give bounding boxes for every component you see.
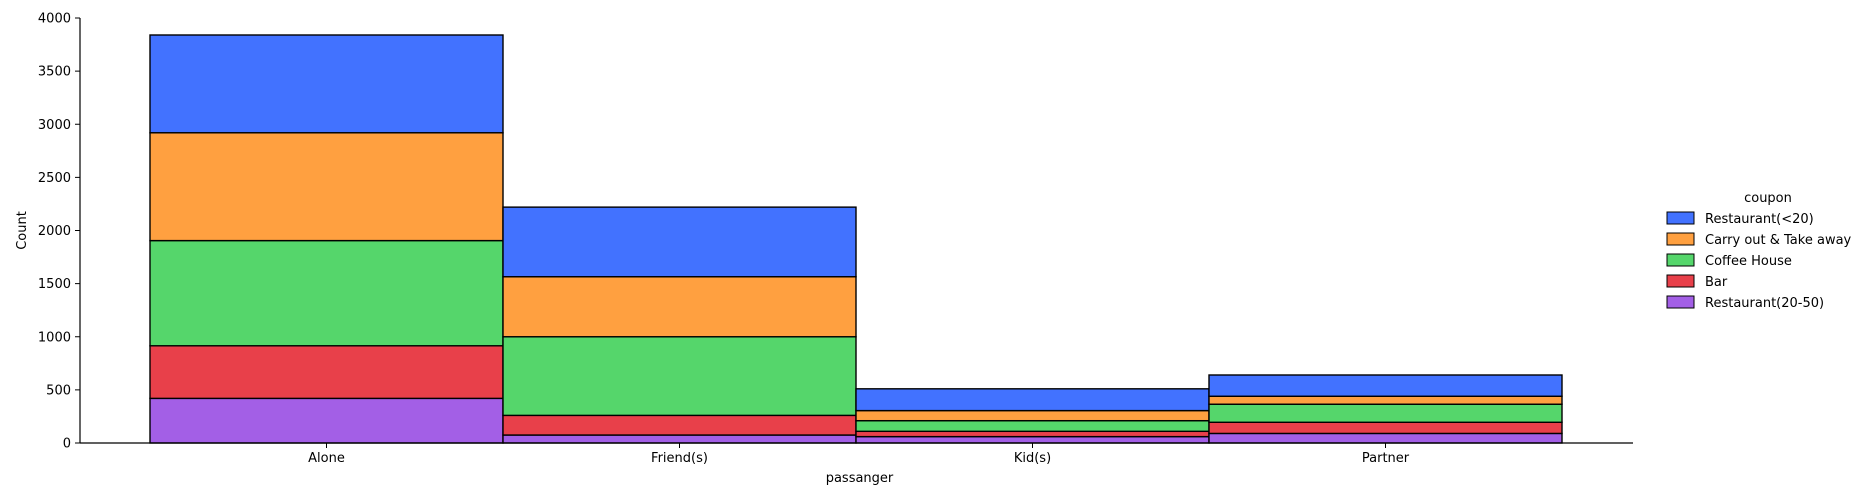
legend-entry-label: Restaurant(<20) bbox=[1705, 212, 1814, 227]
y-tick-label: 2500 bbox=[38, 171, 71, 186]
x-tick-label: Partner bbox=[1362, 451, 1410, 466]
legend-swatch bbox=[1666, 211, 1695, 225]
legend-entry-label: Coffee House bbox=[1705, 254, 1792, 269]
y-tick-label: 500 bbox=[46, 383, 71, 398]
y-tick-label: 1000 bbox=[38, 330, 71, 345]
y-tick-label: 3500 bbox=[38, 65, 71, 80]
y-tick-label: 4000 bbox=[38, 12, 71, 27]
bar-segment bbox=[149, 397, 504, 444]
y-tick-label: 1500 bbox=[38, 277, 71, 292]
bar-segment bbox=[1208, 403, 1563, 423]
legend-swatch bbox=[1666, 295, 1695, 309]
x-tick-label: Friend(s) bbox=[651, 451, 708, 466]
bar-segment bbox=[149, 345, 504, 400]
y-tick-label: 2000 bbox=[38, 224, 71, 239]
y-tick-label: 0 bbox=[63, 437, 71, 452]
x-tick-label: Kid(s) bbox=[1014, 451, 1051, 466]
bar-segment bbox=[1208, 421, 1563, 435]
bar-segment bbox=[855, 409, 1210, 422]
x-tick-label: Alone bbox=[308, 451, 345, 466]
bar-segment bbox=[1208, 395, 1563, 405]
bar-segment bbox=[149, 239, 504, 347]
bar-segment bbox=[855, 388, 1210, 412]
legend-entry-label: Bar bbox=[1705, 275, 1728, 290]
bar-segment bbox=[502, 414, 857, 436]
y-tick-label: 3000 bbox=[38, 118, 71, 133]
bar-group bbox=[149, 34, 1563, 444]
bar-segment bbox=[1208, 432, 1563, 444]
legend-swatch bbox=[1666, 274, 1695, 288]
y-axis-label: Count bbox=[15, 211, 30, 250]
legend-swatch bbox=[1666, 253, 1695, 267]
bar-segment bbox=[149, 132, 504, 242]
bar-segment bbox=[855, 435, 1210, 444]
bar-segment bbox=[502, 434, 857, 444]
x-axis-ticks: Alone Friend(s) Kid(s) Partner bbox=[308, 443, 1410, 466]
y-axis-ticks: 0 500 1000 1500 2000 2500 3000 3500 4000 bbox=[38, 12, 80, 452]
legend-entry-label: Carry out & Take away bbox=[1705, 233, 1852, 248]
legend: coupon Restaurant(<20) Carry out & Take a… bbox=[1666, 191, 1852, 311]
bar-segment bbox=[855, 419, 1210, 433]
bar-segment bbox=[149, 34, 504, 134]
legend-swatch bbox=[1666, 232, 1695, 246]
x-axis-label: passanger bbox=[826, 471, 894, 486]
legend-title: coupon bbox=[1744, 191, 1792, 206]
bar-segment bbox=[855, 430, 1210, 438]
legend-entry-label: Restaurant(20-50) bbox=[1705, 296, 1824, 311]
bar-segment bbox=[1208, 374, 1563, 397]
bar-segment bbox=[502, 276, 857, 338]
bar-segment bbox=[502, 336, 857, 417]
bar-segment bbox=[502, 206, 857, 278]
